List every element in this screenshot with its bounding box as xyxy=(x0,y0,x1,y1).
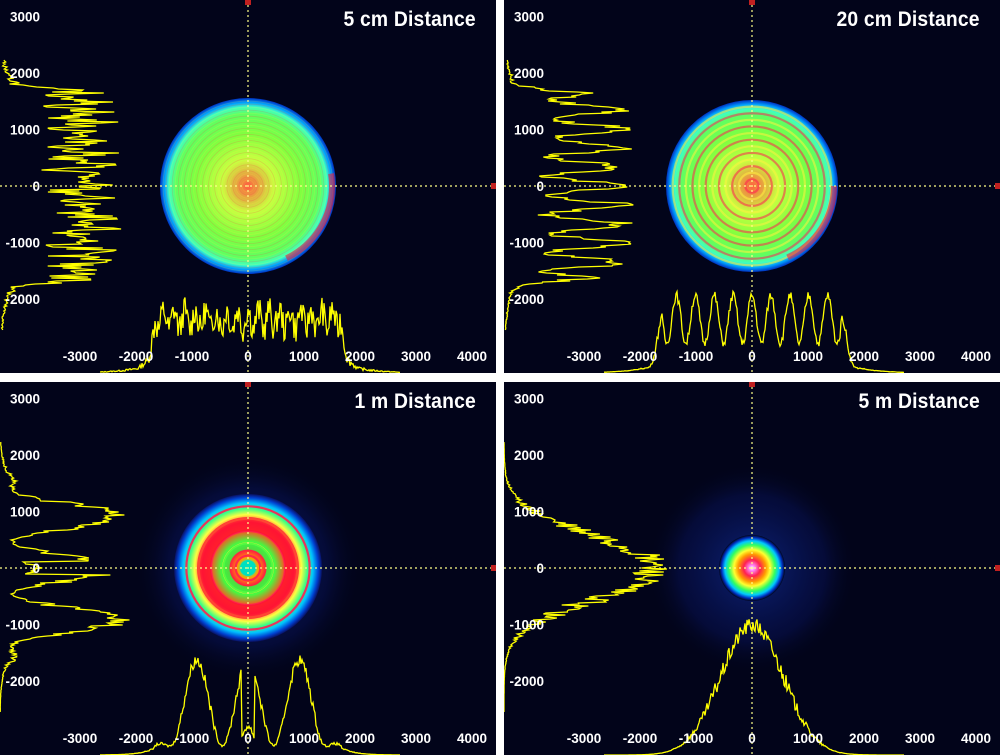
x-tick-label: 1000 xyxy=(793,349,823,364)
beam-plot-1m: 3000 2000 1000 0 -1000 -2000 -3000 -2000 -1000 0 1… xyxy=(0,382,496,755)
x-tick-label: -3000 xyxy=(567,731,602,746)
beam-plot-5m: 3000 2000 1000 0 -1000 -2000 -3000 -2000 -1000 0 1… xyxy=(504,382,1000,755)
x-tick-label: -3000 xyxy=(63,731,98,746)
x-tick-label: -3000 xyxy=(63,349,98,364)
crosshair-marker-right xyxy=(995,565,1000,571)
x-tick-label: -2000 xyxy=(119,731,154,746)
beam-plot-20cm: 3000 2000 1000 0 -1000 -2000 -3000 -2000 -1000 0 1… xyxy=(504,0,1000,373)
y-tick-label: -2000 xyxy=(509,292,544,307)
crosshair-marker-right xyxy=(491,183,496,189)
y-tick-label: 1000 xyxy=(514,123,544,138)
y-tick-label: 2000 xyxy=(10,66,40,81)
beam-panel-5m: 3000 2000 1000 0 -1000 -2000 -3000 -2000 -1000 0 1… xyxy=(504,382,1000,755)
beam-panel-20cm: 3000 2000 1000 0 -1000 -2000 -3000 -2000 -1000 0 1… xyxy=(504,0,1000,373)
x-tick-label: -2000 xyxy=(119,349,154,364)
y-tick-label: -1000 xyxy=(509,618,544,633)
x-tick-label: 2000 xyxy=(345,349,375,364)
x-tick-label: 4000 xyxy=(457,349,487,364)
x-tick-label: -2000 xyxy=(623,731,658,746)
x-tick-label: 1000 xyxy=(289,731,319,746)
horizontal-profile-curve xyxy=(99,297,401,373)
x-tick-label: 0 xyxy=(244,731,252,746)
y-tick-label: -1000 xyxy=(5,618,40,633)
x-tick-label: 3000 xyxy=(905,349,935,364)
vertical-profile-curve xyxy=(0,441,130,712)
y-tick-label: 0 xyxy=(32,561,40,576)
y-tick-label: -2000 xyxy=(509,674,544,689)
horizontal-profile-curve xyxy=(603,289,905,373)
x-tick-label: 0 xyxy=(748,349,756,364)
y-tick-label: 1000 xyxy=(10,123,40,138)
panel-title-5cm: 5 cm Distance xyxy=(343,8,476,31)
x-tick-label: -1000 xyxy=(679,349,714,364)
x-tick-label: -3000 xyxy=(567,349,602,364)
x-tick-label: 1000 xyxy=(289,349,319,364)
y-tick-label: 0 xyxy=(536,561,544,576)
panel-title-1m: 1 m Distance xyxy=(354,390,476,413)
crosshair-marker-right xyxy=(491,565,496,571)
horizontal-profile-curve xyxy=(100,655,400,755)
x-tick-label: 3000 xyxy=(905,731,935,746)
x-tick-label: 3000 xyxy=(401,349,431,364)
crosshair-marker-top xyxy=(245,382,251,387)
x-tick-label: 4000 xyxy=(961,349,991,364)
y-tick-label: -1000 xyxy=(5,236,40,251)
y-tick-label: -2000 xyxy=(5,674,40,689)
y-tick-label: 3000 xyxy=(514,392,544,407)
y-tick-label: 2000 xyxy=(514,448,544,463)
y-tick-label: 2000 xyxy=(514,66,544,81)
crosshair-marker-top xyxy=(749,0,755,5)
y-tick-label: 1000 xyxy=(514,505,544,520)
x-tick-label: 2000 xyxy=(849,349,879,364)
x-tick-label: 2000 xyxy=(345,731,375,746)
x-tick-label: -1000 xyxy=(679,731,714,746)
y-tick-label: 0 xyxy=(536,179,544,194)
x-tick-label: -1000 xyxy=(175,349,210,364)
beam-plot-5cm: 3000 2000 1000 0 -1000 -2000 -3000 -2000 -1000 0 1… xyxy=(0,0,496,373)
y-tick-label: -2000 xyxy=(5,292,40,307)
panel-title-20cm: 20 cm Distance xyxy=(836,8,980,31)
y-tick-label: 2000 xyxy=(10,448,40,463)
horizontal-profile-curve xyxy=(604,619,904,755)
x-tick-label: 3000 xyxy=(401,731,431,746)
vertical-profile-curve xyxy=(504,59,634,331)
beam-panel-1m: 3000 2000 1000 0 -1000 -2000 -3000 -2000 -1000 0 1… xyxy=(0,382,496,755)
x-tick-label: 1000 xyxy=(793,731,823,746)
x-tick-label: -2000 xyxy=(623,349,658,364)
vertical-profile-curve xyxy=(0,59,122,331)
panel-title-5m: 5 m Distance xyxy=(858,390,980,413)
x-tick-label: 4000 xyxy=(961,731,991,746)
y-tick-label: -1000 xyxy=(509,236,544,251)
vertical-profile-curve xyxy=(504,442,668,712)
x-tick-label: 0 xyxy=(748,731,756,746)
crosshair-marker-right xyxy=(995,183,1000,189)
crosshair-marker-top xyxy=(749,382,755,387)
x-tick-label: 0 xyxy=(244,349,252,364)
x-tick-label: 4000 xyxy=(457,731,487,746)
x-tick-label: -1000 xyxy=(175,731,210,746)
y-tick-label: 0 xyxy=(32,179,40,194)
y-tick-label: 3000 xyxy=(10,392,40,407)
y-tick-label: 3000 xyxy=(514,10,544,25)
y-tick-label: 1000 xyxy=(10,505,40,520)
beam-panel-5cm: 3000 2000 1000 0 -1000 -2000 -3000 -2000 -1000 0 1… xyxy=(0,0,496,373)
crosshair-marker-top xyxy=(245,0,251,5)
y-tick-label: 3000 xyxy=(10,10,40,25)
x-tick-label: 2000 xyxy=(849,731,879,746)
